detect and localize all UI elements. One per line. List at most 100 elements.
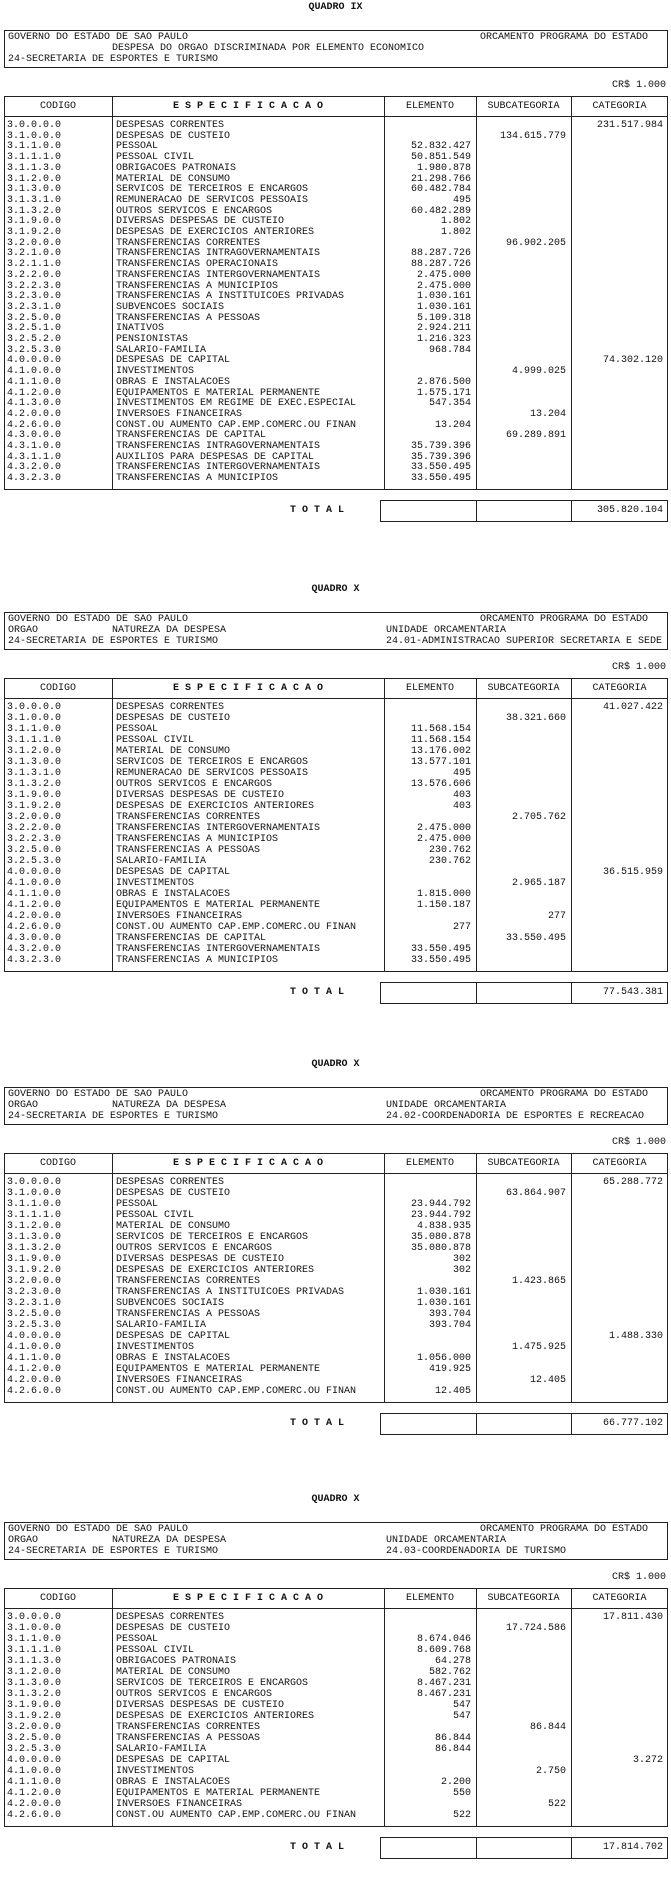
row-spec: PESSOAL CIVIL (116, 1645, 195, 1656)
row-spec: TRANSFERENCIAS INTERGOVERNAMENTAIS (116, 944, 321, 955)
row-elemento: 393.704 (428, 1320, 471, 1331)
row-spec: DESPESAS DE CUSTEIO (116, 130, 231, 142)
row-code: 3.1.3.1.0 (7, 194, 62, 206)
row-elemento: 522 (452, 1810, 471, 1821)
row-subcategoria: 134.615.779 (499, 130, 566, 142)
row-elemento: 495 (452, 768, 471, 779)
row-spec: TRANSFERENCIAS A MUNICIPIOS (116, 834, 279, 845)
row-elemento: 52.832.427 (410, 141, 471, 153)
row-code: 3.1.3.1.0 (7, 768, 62, 779)
row-code: 3.1.3.0.0 (7, 757, 62, 768)
row-elemento: 86.844 (434, 1733, 471, 1744)
row-spec: DESPESAS DE CUSTEIO (116, 1623, 231, 1634)
column-header: SUBCATEGORIA (487, 1158, 560, 1169)
total-rule (571, 982, 572, 1004)
row-spec: CONST.OU AUMENTO CAP.EMP.COMERC.OU FINAN (116, 419, 357, 431)
row-spec: INVESTIMENTOS (116, 1342, 195, 1353)
row-spec: PESSOAL CIVIL (116, 1210, 195, 1221)
row-elemento: 1.030.161 (416, 301, 471, 313)
row-subcategoria: 522 (547, 1799, 566, 1810)
total-rule (571, 1837, 572, 1859)
row-code: 3.2.5.3.0 (7, 1320, 62, 1331)
row-spec: CONST.OU AUMENTO CAP.EMP.COMERC.OU FINAN (116, 1810, 357, 1821)
row-code: 3.2.3.0.0 (7, 1287, 62, 1298)
row-spec: TRANSFERENCIAS DE CAPITAL (116, 430, 267, 442)
row-subcategoria: 13.204 (529, 408, 566, 420)
header-box (4, 612, 668, 650)
row-code: 3.2.5.2.0 (7, 334, 62, 345)
row-elemento: 2.200 (440, 1777, 471, 1788)
row-code: 3.2.0.0.0 (7, 1722, 62, 1733)
row-code: 4.0.0.0.0 (7, 1755, 62, 1766)
table-header-rule (4, 1608, 668, 1609)
row-code: 3.1.9.2.0 (7, 1265, 62, 1276)
row-spec: TRANSFERENCIAS INTRAGOVERNAMENTAIS (116, 441, 321, 452)
row-code: 4.2.0.0.0 (7, 408, 62, 420)
row-elemento: 64.278 (434, 1656, 471, 1667)
column-rule (476, 678, 477, 972)
row-code: 3.2.3.1.0 (7, 301, 62, 313)
row-elemento: 550 (452, 1788, 471, 1799)
row-subcategoria: 33.550.495 (505, 933, 566, 944)
column-header: CODIGO (39, 683, 76, 694)
row-code: 3.2.2.0.0 (7, 823, 62, 834)
row-spec: TRANSFERENCIAS DE CAPITAL (116, 933, 267, 944)
row-code: 3.1.1.1.0 (7, 152, 62, 164)
row-spec: SERVICOS DE TERCEIROS E ENCARGOS (116, 1678, 309, 1689)
table-header-rule (4, 1173, 668, 1174)
header-text: ORCAMENTO PROGRAMA DO ESTADO (480, 1089, 649, 1100)
row-elemento: 8.609.768 (416, 1645, 471, 1656)
header-text: ORCAMENTO PROGRAMA DO ESTADO (480, 1524, 649, 1535)
row-spec: EQUIPAMENTOS E MATERIAL PERMANENTE (116, 1364, 321, 1375)
row-spec: REMUNERACAO DE SERVICOS PESSOAIS (116, 768, 309, 779)
header-text: UNIDADE ORCAMENTARIA (386, 1535, 507, 1546)
row-spec: SUBVENCOES SOCIAIS (116, 1298, 225, 1309)
row-code: 4.1.1.0.0 (7, 889, 62, 900)
row-spec: INVERSOES FINANCEIRAS (116, 1799, 243, 1810)
row-spec: PESSOAL CIVIL (116, 735, 195, 746)
row-spec: SERVICOS DE TERCEIROS E ENCARGOS (116, 757, 309, 768)
row-elemento: 547 (452, 1711, 471, 1722)
row-elemento: 2.876.500 (416, 376, 471, 388)
row-subcategoria: 277 (547, 911, 566, 922)
row-spec: SERVICOS DE TERCEIROS E ENCARGOS (116, 184, 309, 196)
row-spec: PESSOAL (116, 1199, 159, 1210)
column-header: ELEMENTO (405, 1593, 454, 1604)
header-text: ORGAO (8, 625, 39, 636)
total-label: T O T A L (290, 1842, 345, 1853)
table-frame (4, 1153, 668, 1403)
row-spec: TRANSFERENCIAS INTERGOVERNAMENTAIS (116, 462, 321, 474)
row-spec: DESPESAS CORRENTES (116, 120, 225, 131)
row-spec: OBRIGACOES PATRONAIS (116, 162, 237, 174)
table-frame (4, 1588, 668, 1827)
row-code: 3.2.2.3.0 (7, 834, 62, 845)
row-code: 3.1.0.0.0 (7, 130, 62, 142)
total-value: 66.777.102 (602, 1418, 663, 1429)
row-spec: TRANSFERENCIAS INTERGOVERNAMENTAIS (116, 269, 321, 281)
row-subcategoria: 38.321.660 (505, 713, 566, 724)
row-elemento: 403 (452, 790, 471, 801)
row-elemento: 35.080.878 (410, 1232, 471, 1243)
column-rule (571, 96, 572, 490)
row-code: 4.3.0.0.0 (7, 933, 62, 944)
row-elemento: 1.216.323 (416, 334, 471, 345)
row-subcategoria: 63.864.907 (505, 1188, 566, 1199)
row-subcategoria: 2.705.762 (511, 812, 566, 823)
row-code: 3.2.0.0.0 (7, 1276, 62, 1287)
row-code: 4.1.1.0.0 (7, 1777, 62, 1788)
header-box (4, 1522, 668, 1560)
header-text: 24.01-ADMINISTRACAO SUPERIOR SECRETARIA … (386, 636, 663, 647)
header-text: ORCAMENTO PROGRAMA DO ESTADO (480, 32, 649, 43)
total-rule (476, 499, 477, 522)
row-elemento: 88.287.726 (410, 259, 471, 271)
total-rule (571, 1413, 572, 1435)
table-frame (4, 96, 668, 490)
header-text: 24-SECRETARIA DE ESPORTES E TURISMO (8, 54, 219, 65)
table-header-rule (4, 698, 668, 699)
column-header: E S P E C I F I C A C A O (172, 1593, 324, 1604)
row-code: 3.2.1.0.0 (7, 248, 62, 260)
row-elemento: 13.204 (434, 419, 471, 431)
row-elemento: 35.080.878 (410, 1243, 471, 1254)
column-header: CATEGORIA (592, 683, 647, 694)
row-spec: DESPESAS DE EXERCICIOS ANTERIORES (116, 801, 315, 812)
